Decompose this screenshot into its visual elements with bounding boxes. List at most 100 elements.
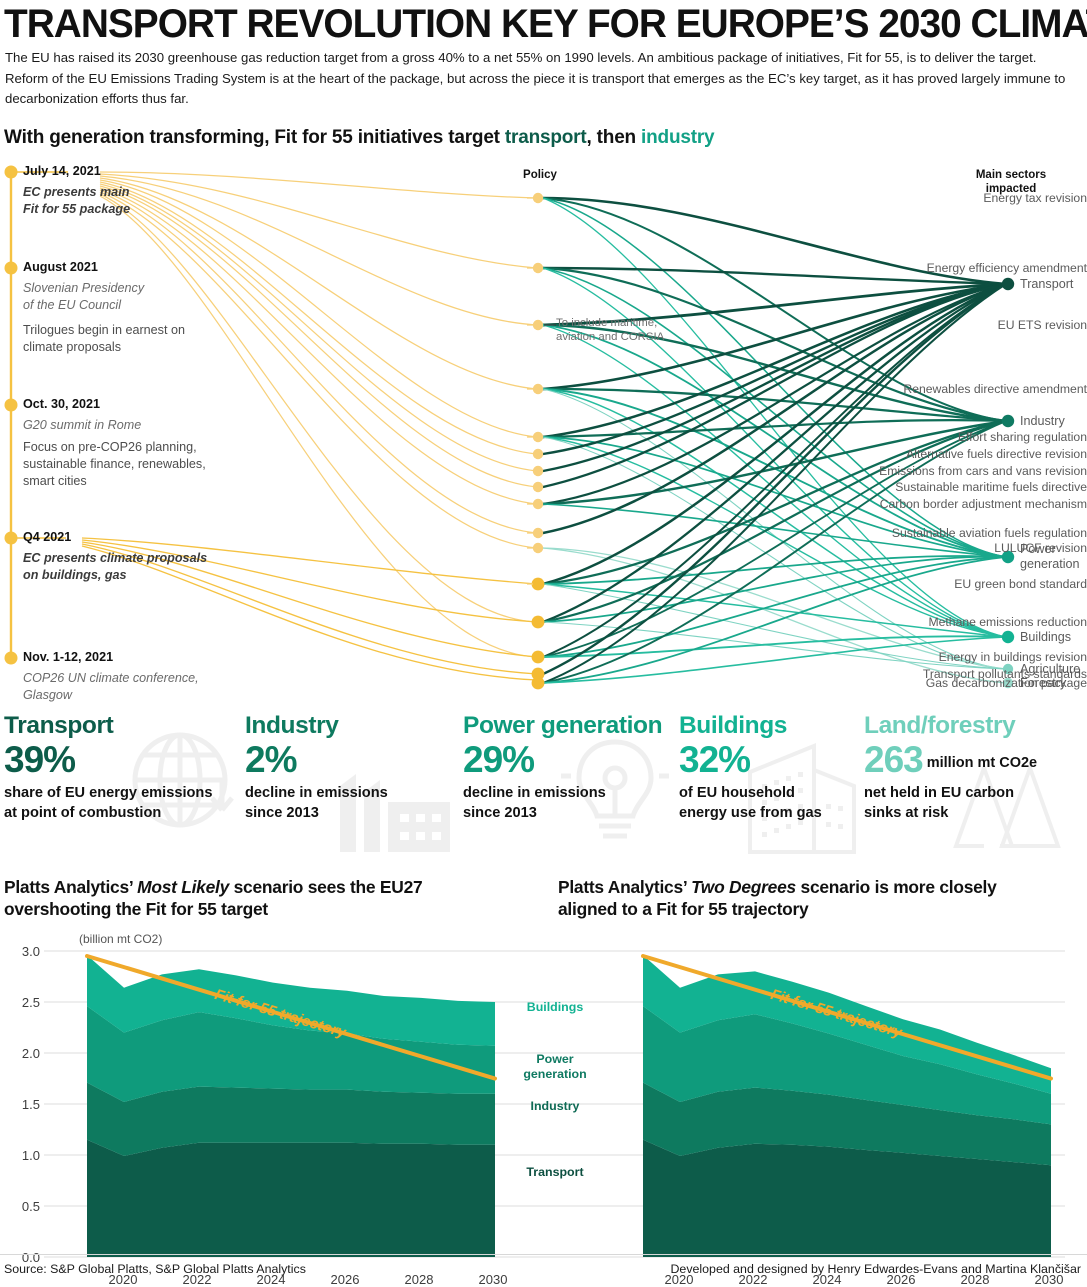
tl2-b1: Trilogues begin in earnest on: [23, 323, 185, 337]
lt-l2: overshooting the Fit for 55 target: [4, 899, 268, 919]
stat-number-industry: 2%: [245, 739, 297, 780]
timeline-italic-4: EC presents climate proposals on buildin…: [23, 550, 207, 584]
policy-flow-diagram: Policy Main sectors impacted July 14, 20…: [0, 152, 1087, 707]
lt-p1: Platts Analytics’: [4, 877, 138, 897]
subhead-highlight-industry: industry: [641, 127, 715, 148]
standfirst-paragraph: The EU has raised its 2030 greenhouse ga…: [5, 50, 1066, 106]
sector-nodes: [1001, 277, 1015, 689]
legend-industry: Industry: [530, 1099, 580, 1113]
tl5-i1: COP26 UN climate conference,: [23, 671, 199, 685]
stat-value-row-buildings: 32%: [679, 740, 861, 782]
section-subheading: With generation transforming, Fit for 55…: [4, 126, 1084, 150]
tl4-i2: on buildings, gas: [23, 568, 127, 582]
stat2-d2: since 2013: [463, 804, 537, 821]
rt-p2: scenario is more closely: [795, 877, 997, 897]
stat-card-land-forestry: Land/forestry 263 million mt CO2e net hel…: [864, 712, 1086, 823]
ytick-2-0: 2.0: [21, 1046, 40, 1061]
stat-number-buildings: 32%: [679, 739, 751, 780]
chart-title-two-degrees: Platts Analytics’ Two Degrees scenario i…: [558, 876, 1086, 920]
policy-label-renewables-directive-amendment: Renewables directive amendment: [903, 382, 1087, 396]
timeline-dots: [4, 165, 18, 665]
tl3-b3: smart cities: [23, 474, 87, 488]
chart-title-most-likely: Platts Analytics’ Most Likely scenario s…: [4, 876, 524, 920]
tl2-b2: climate proposals: [23, 340, 121, 354]
policy-label-sustainable-aviation-fuels-regulation: Sustainable aviation fuels regulation: [891, 526, 1087, 540]
ytick-0-5: 0.5: [21, 1199, 40, 1214]
stat1-d1: decline in emissions: [245, 785, 388, 801]
stat-value-row-transport: 39%: [4, 740, 236, 782]
timeline-italic-1: EC presents main Fit for 55 package: [23, 184, 130, 218]
stat-number-land-forestry: 263: [864, 739, 924, 780]
timeline-italic-2: Slovenian Presidency of the EU Council: [23, 280, 144, 314]
policy-label-effort-sharing-regulation: Effort sharing regulation: [957, 430, 1087, 444]
tl1-i1: EC presents main: [23, 185, 130, 199]
policy-label-emissions-from-cars-and-vans-revision: Emissions from cars and vans revision: [879, 464, 1087, 478]
tl4-i1: EC presents climate proposals: [23, 551, 208, 565]
legend-gutter-grid: [509, 950, 600, 1258]
stat-desc-land-forestry: net held in EU carbon sinks at risk: [864, 784, 1086, 823]
fit-for-55-line-right: [641, 954, 1053, 1081]
policy-label-energy-tax-revision: Energy tax revision: [983, 191, 1087, 205]
stat-name-land-forestry: Land/forestry: [864, 712, 1016, 739]
stat3-d1: of EU household: [679, 785, 795, 801]
policy-label-sustainable-maritime-fuels-directive: Sustainable maritime fuels directive: [895, 480, 1087, 494]
policy-label-eu-ets-revision: EU ETS revision: [997, 318, 1087, 332]
legend-power-generation: Power generation: [505, 1052, 605, 1082]
ets-note-1: To include maritime,: [556, 317, 658, 329]
timeline-date-3: Oct. 30, 2021: [23, 397, 101, 411]
flow-links-svg: [4, 165, 1015, 690]
ytick-1-5: 1.5: [21, 1097, 40, 1112]
policy-label-energy-efficiency-amendment: Energy efficiency amendment: [926, 261, 1087, 275]
stat3-d2: energy use from gas: [679, 804, 822, 821]
ytick-3-0: 3.0: [21, 944, 40, 959]
sector-label-power-generation: Power generation: [1020, 542, 1080, 572]
scenario-charts: Platts Analytics’ Most Likely scenario s…: [0, 872, 1087, 1287]
stat-unit-land-forestry: million mt CO2e: [926, 755, 1038, 771]
stat-card-industry: Industry 2% decline in emissions since 2…: [245, 712, 445, 823]
stat-number-power-generation: 29%: [463, 739, 535, 780]
stat-card-transport: Transport 39% share of EU energy emissio…: [4, 712, 236, 823]
stat-name-buildings: Buildings: [679, 712, 788, 739]
timeline-to-policy-links: [99, 171, 538, 658]
timeline-italic-3: G20 summit in Rome: [23, 417, 141, 434]
sector-label-transport: Transport: [1020, 277, 1074, 291]
chart-most-likely: Fit for 55 trajectory: [44, 950, 509, 1258]
stat0-d2: at point of combustion: [4, 804, 162, 821]
stat-number-transport: 39%: [4, 739, 76, 780]
footer-credit: Developed and designed by Henry Edwardes…: [670, 1262, 1081, 1276]
policy-note-eu-ets: To include maritime, aviation and CORSIA: [556, 317, 664, 344]
q4-to-policy-links: [81, 537, 538, 681]
timeline-body-3: Focus on pre-COP26 planning, sustainable…: [23, 439, 206, 490]
timeline-date-2: August 2021: [23, 260, 98, 274]
stat-value-row-industry: 2%: [245, 740, 445, 782]
footer-source: Source: S&P Global Platts, S&P Global Pl…: [4, 1262, 306, 1276]
sector-label-forestry: Forestry: [1020, 676, 1067, 690]
policy-label-carbon-border-adjustment-mechanism: Carbon border adjustment mechanism: [879, 497, 1087, 511]
stat4-d1: net held in EU carbon: [864, 785, 1015, 801]
legend-power-l2: generation: [523, 1067, 587, 1081]
rt-l2: aligned to a Fit for 55 trajectory: [558, 899, 809, 919]
lt-em: Most Likely: [137, 877, 230, 897]
ytick-1-0: 1.0: [21, 1148, 40, 1163]
stat-name-industry: Industry: [245, 712, 339, 739]
stat-desc-industry: decline in emissions since 2013: [245, 784, 445, 823]
sector-label-agriculture: Agriculture: [1020, 662, 1081, 676]
tl5-i2: Glasgow: [23, 688, 72, 702]
sector-label-industry: Industry: [1020, 414, 1065, 428]
page-title: TRANSPORT REVOLUTION KEY FOR EUROPE’S 20…: [4, 2, 1087, 46]
sector-label-buildings: Buildings: [1020, 630, 1072, 644]
sector-power-l2: generation: [1020, 557, 1080, 571]
chart-axis-unit: (billion mt CO2): [79, 932, 163, 946]
policy-label-lulucf-revision: LULUCF revision: [994, 541, 1087, 555]
ytick-2-5: 2.5: [21, 995, 40, 1010]
timeline-italic-5: COP26 UN climate conference, Glasgow: [23, 670, 199, 704]
timeline-date-1: July 14, 2021: [23, 164, 101, 178]
fit-for-55-line-left: [85, 954, 497, 1081]
policy-column-title: Policy: [523, 169, 557, 181]
subhead-text-mid: , then: [586, 127, 642, 148]
lt-p2: scenario sees the EU27: [229, 877, 423, 897]
stat1-d2: since 2013: [245, 804, 319, 821]
rt-p1: Platts Analytics’: [558, 877, 692, 897]
legend-power-l1: Power: [536, 1052, 574, 1066]
